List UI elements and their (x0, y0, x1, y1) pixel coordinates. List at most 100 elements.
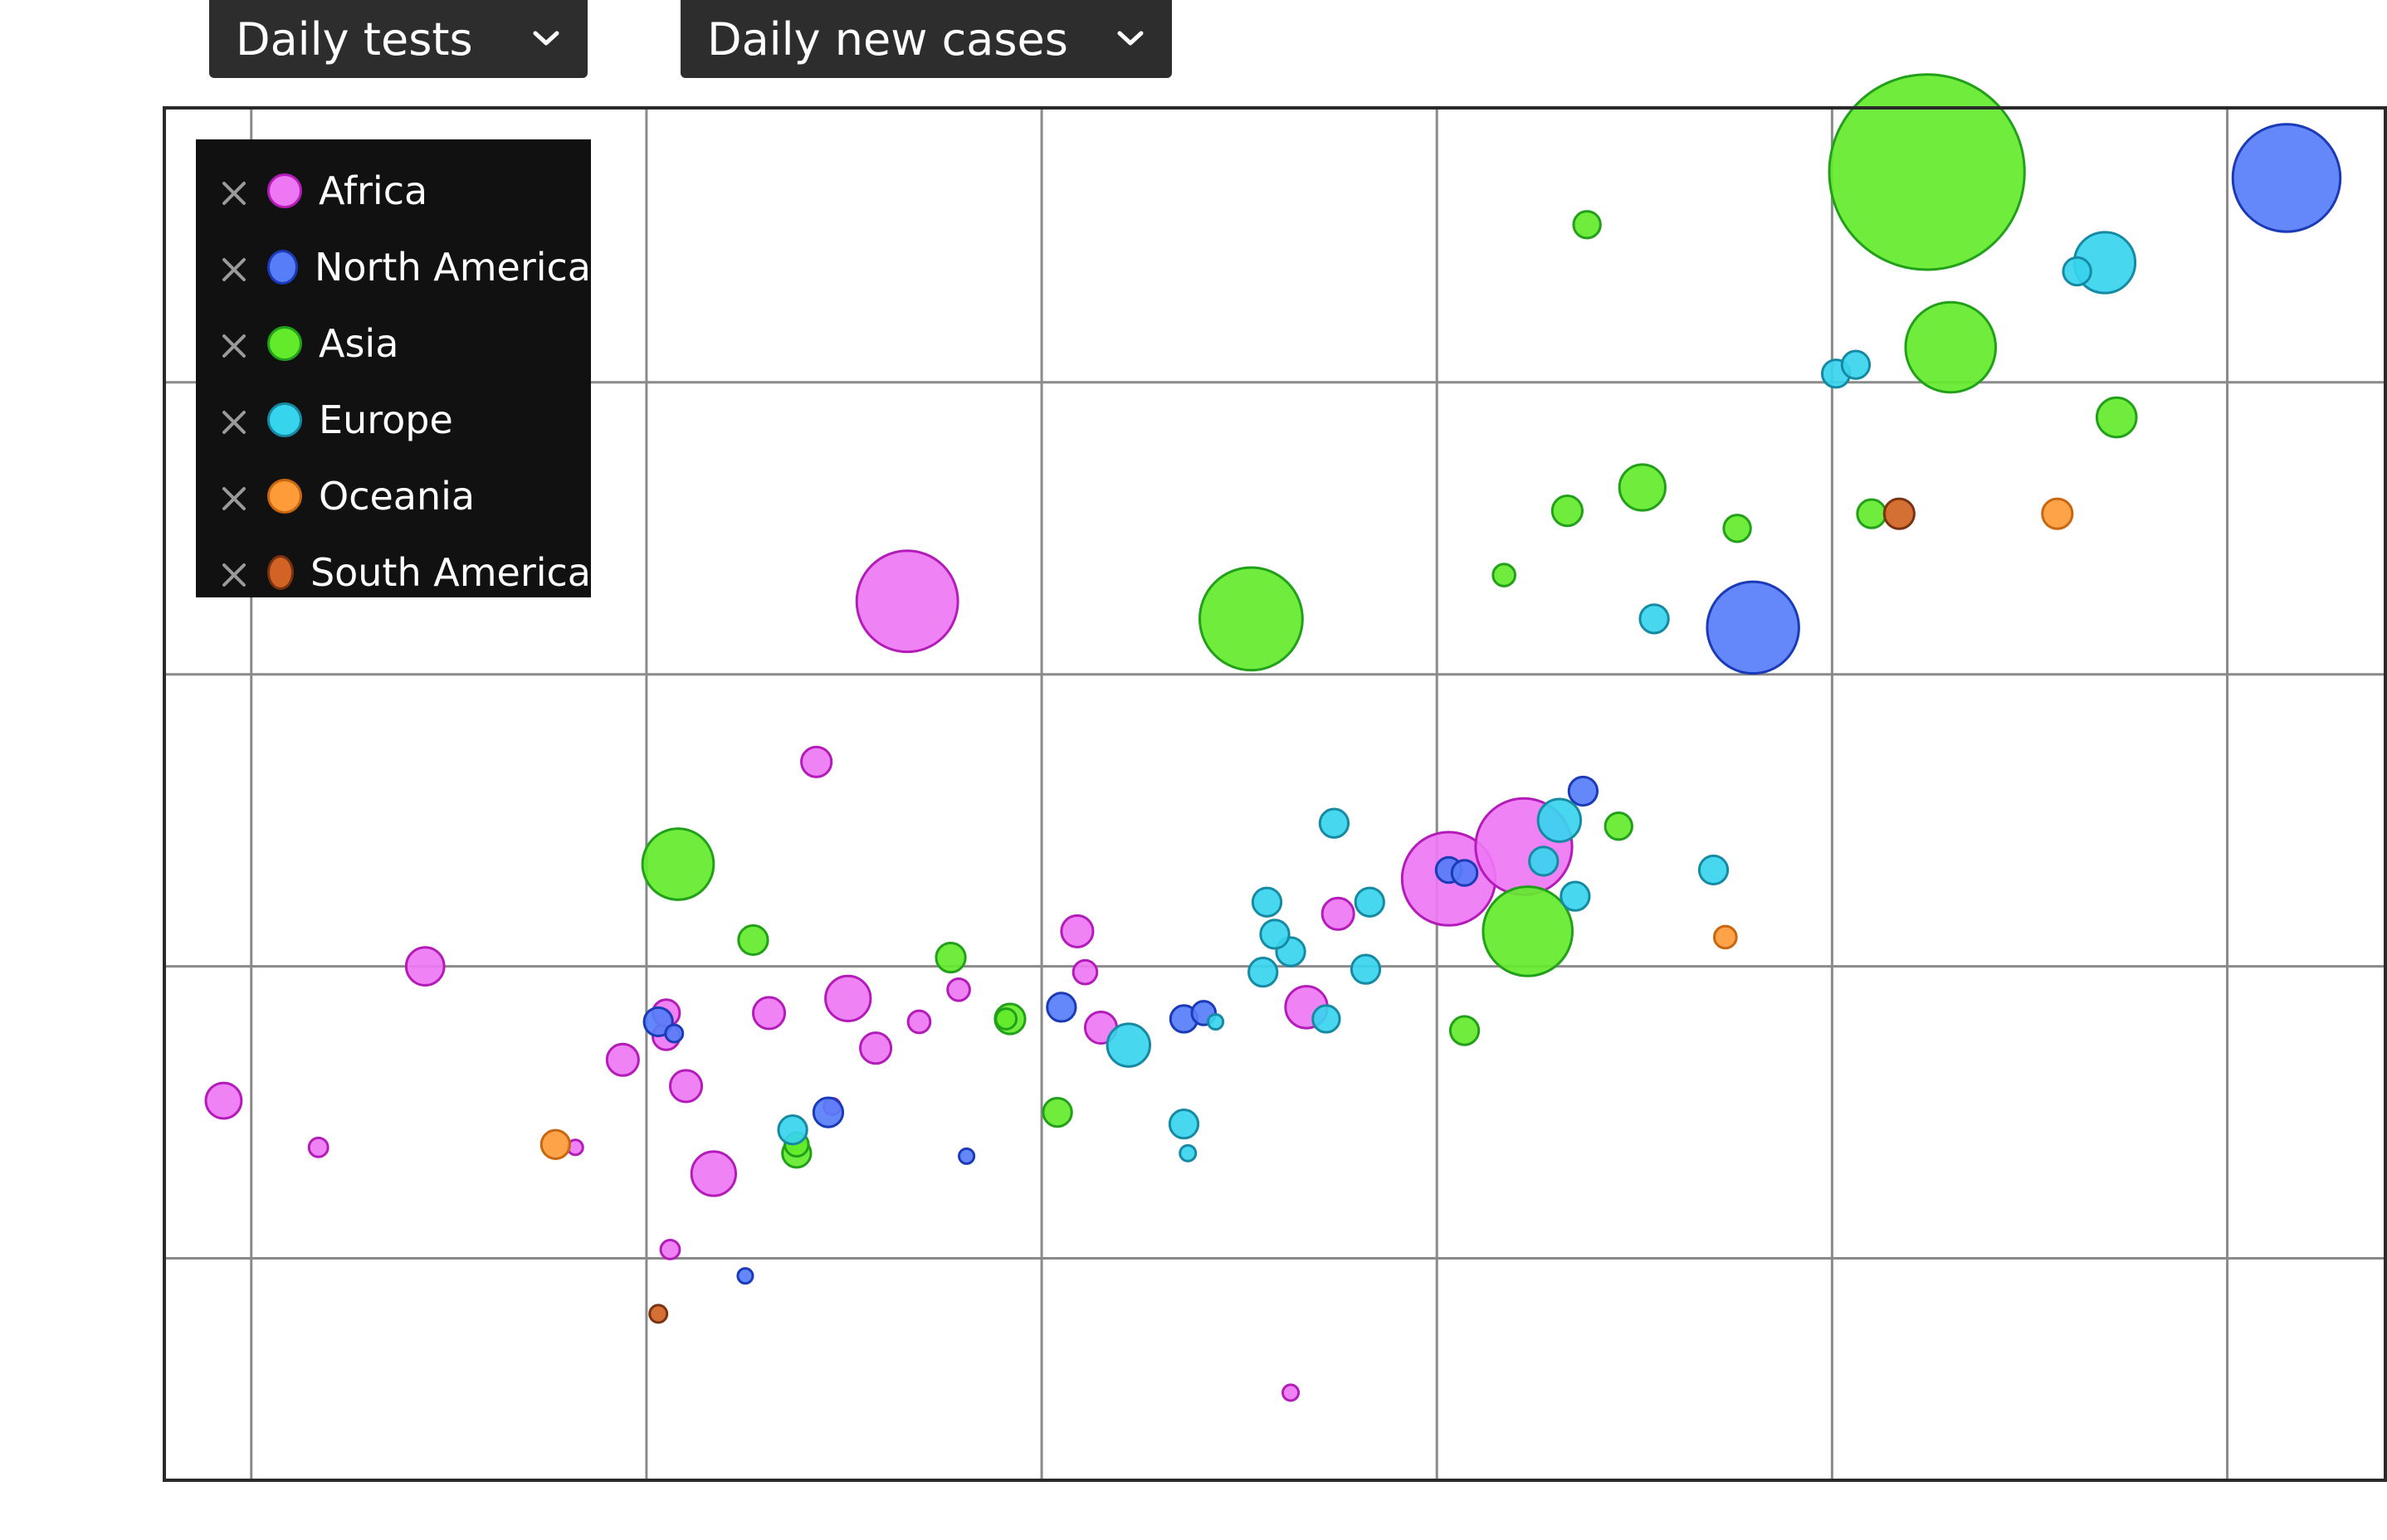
legend-item-africa[interactable]: Africa (196, 153, 591, 229)
bubble-europe[interactable] (1251, 886, 1283, 918)
bubble-europe[interactable] (1106, 1022, 1152, 1068)
legend-item-europe[interactable]: Europe (196, 382, 591, 458)
legend-label: Oceania (319, 474, 476, 519)
bubble-asia[interactable] (1042, 1096, 1073, 1128)
bubble-europe[interactable] (1168, 1109, 1200, 1140)
bubble-asia[interactable] (994, 1007, 1018, 1031)
bubble-europe[interactable] (1207, 1012, 1225, 1031)
bubble-south-america[interactable] (648, 1304, 669, 1324)
bubble-asia[interactable] (1572, 210, 1602, 240)
bubble-asia[interactable] (1722, 514, 1752, 543)
bubble-africa[interactable] (1320, 896, 1355, 931)
bubble-asia[interactable] (641, 827, 715, 901)
bubble-north-america[interactable] (958, 1147, 976, 1165)
bubble-europe[interactable] (2062, 256, 2092, 287)
bubble-europe[interactable] (1350, 953, 1382, 985)
bubble-europe[interactable] (1536, 797, 1583, 843)
bubble-asia[interactable] (1618, 463, 1667, 512)
bubble-africa[interactable] (751, 996, 787, 1031)
bubble-africa[interactable] (824, 974, 872, 1022)
bubble-africa[interactable] (307, 1136, 329, 1158)
bubble-europe[interactable] (777, 1114, 808, 1146)
bubble-africa[interactable] (668, 1069, 704, 1104)
legend-swatch (267, 479, 302, 514)
bubble-europe[interactable] (1259, 919, 1291, 950)
x-metric-dropdown[interactable]: Daily tests (209, 0, 588, 78)
bubble-europe[interactable] (1311, 1004, 1341, 1034)
close-icon[interactable] (217, 403, 251, 436)
bubble-north-america[interactable] (1706, 580, 1800, 675)
bubble-africa[interactable] (946, 977, 971, 1002)
bubble-africa[interactable] (605, 1042, 640, 1077)
legend-item-north-america[interactable]: North America (196, 229, 591, 305)
bubble-asia[interactable] (1604, 811, 1633, 841)
y-metric-label: Daily new cases (707, 12, 1068, 66)
bubble-africa[interactable] (204, 1081, 243, 1120)
bubble-north-america[interactable] (812, 1096, 845, 1128)
legend-label: South America (310, 550, 591, 595)
close-icon[interactable] (217, 556, 251, 589)
bubble-africa[interactable] (1060, 914, 1095, 948)
close-icon[interactable] (217, 327, 251, 360)
bubble-europe[interactable] (1840, 349, 1872, 380)
bubble-europe[interactable] (1247, 957, 1279, 988)
bubble-north-america[interactable] (1046, 992, 1077, 1023)
bubble-asia[interactable] (1550, 495, 1584, 528)
bubble-asia[interactable] (1198, 566, 1304, 672)
legend: Africa North America Asia Europe Oceania Sout… (196, 139, 591, 597)
bubble-europe[interactable] (1318, 807, 1350, 839)
bubble-asia[interactable] (2095, 396, 2138, 439)
bubble-north-america[interactable] (1567, 775, 1599, 807)
bubble-europe[interactable] (1179, 1143, 1198, 1162)
bubble-europe[interactable] (1354, 886, 1385, 918)
legend-label: Asia (319, 321, 399, 366)
bubble-europe[interactable] (1697, 854, 1730, 886)
bubble-africa[interactable] (404, 946, 446, 987)
bubbles (204, 73, 2342, 1402)
legend-label: Africa (319, 168, 428, 213)
bubble-north-america[interactable] (736, 1267, 754, 1285)
close-icon[interactable] (217, 480, 251, 513)
bubble-asia[interactable] (1828, 73, 2026, 271)
x-metric-label: Daily tests (236, 12, 473, 66)
bubble-africa[interactable] (1071, 958, 1099, 986)
bubble-asia[interactable] (737, 924, 769, 957)
bubble-europe[interactable] (1638, 603, 1670, 635)
legend-swatch (267, 326, 302, 361)
bubble-asia[interactable] (1491, 563, 1517, 587)
bubble-oceania[interactable] (1712, 924, 1738, 950)
bubble-europe[interactable] (1560, 880, 1591, 912)
bubble-africa[interactable] (690, 1150, 738, 1197)
bubble-north-america[interactable] (2231, 123, 2342, 233)
legend-item-asia[interactable]: Asia (196, 305, 591, 382)
bubble-africa[interactable] (659, 1239, 681, 1260)
bubble-oceania[interactable] (2041, 497, 2074, 530)
close-icon[interactable] (217, 174, 251, 207)
bubble-asia[interactable] (1904, 300, 1998, 394)
bubble-asia[interactable] (935, 941, 967, 974)
legend-label: Europe (319, 397, 453, 442)
y-metric-dropdown[interactable]: Daily new cases (681, 0, 1172, 78)
close-icon[interactable] (217, 251, 251, 284)
chevron-down-icon (531, 24, 561, 54)
legend-item-oceania[interactable]: Oceania (196, 458, 591, 534)
plot-area (163, 106, 2387, 1482)
bubble-africa[interactable] (859, 1031, 893, 1065)
bubble-asia[interactable] (1856, 498, 1887, 529)
bubble-north-america[interactable] (664, 1023, 685, 1044)
bubble-africa[interactable] (855, 549, 959, 654)
bubble-europe[interactable] (1528, 846, 1560, 877)
legend-swatch (267, 250, 298, 285)
bubble-africa[interactable] (1281, 1383, 1301, 1402)
legend-swatch (267, 555, 294, 590)
bubble-south-america[interactable] (1882, 497, 1916, 530)
bubble-north-america[interactable] (1450, 859, 1479, 887)
bubble-oceania[interactable] (539, 1128, 572, 1160)
bubble-africa[interactable] (800, 745, 833, 778)
bubble-asia[interactable] (1482, 885, 1574, 977)
legend-label: North America (314, 245, 591, 290)
bubble-africa[interactable] (906, 1009, 932, 1035)
legend-item-south-america[interactable]: South America (196, 534, 591, 611)
bubble-asia[interactable] (1448, 1015, 1481, 1046)
